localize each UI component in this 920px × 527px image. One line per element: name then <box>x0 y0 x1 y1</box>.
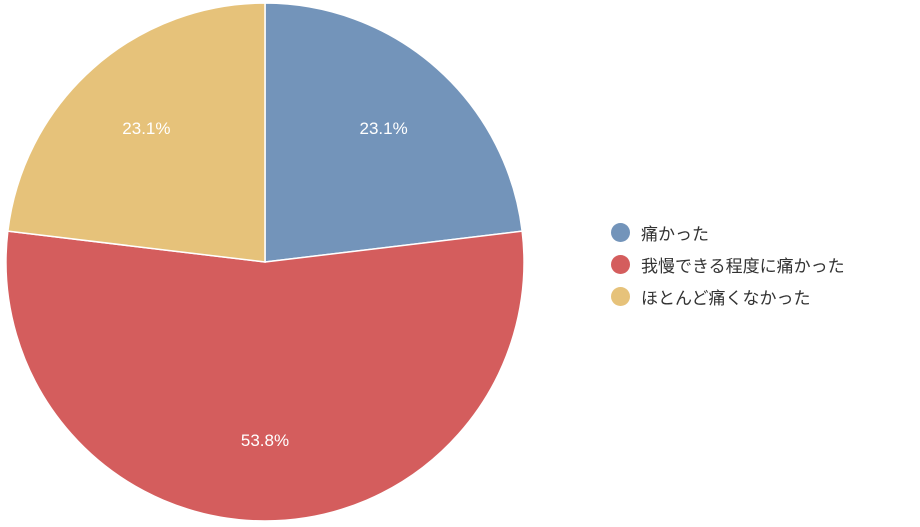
pie-slice-label-1: 53.8% <box>241 431 289 450</box>
legend-label-1: 我慢できる程度に痛かった <box>641 256 845 277</box>
pie-slice-0[interactable] <box>264 2 523 263</box>
pie-slice-1[interactable] <box>5 230 525 522</box>
legend-item-2[interactable]: ほとんど痛くなかった <box>611 280 845 312</box>
pie-slice-label-0: 23.1% <box>360 119 408 138</box>
pie-slice-label-2: 23.1% <box>122 119 170 138</box>
legend-item-1[interactable]: 我慢できる程度に痛かった <box>611 248 845 280</box>
legend-swatch-0 <box>611 222 630 242</box>
legend-label-2: ほとんど痛くなかった <box>641 288 811 309</box>
pie-slice-2[interactable] <box>7 2 266 263</box>
legend-swatch-2 <box>611 286 630 306</box>
chart-legend: 痛かった 我慢できる程度に痛かった ほとんど痛くなかった <box>611 216 845 312</box>
legend-item-0[interactable]: 痛かった <box>611 216 845 248</box>
legend-label-0: 痛かった <box>641 224 709 245</box>
legend-swatch-1 <box>611 254 630 274</box>
